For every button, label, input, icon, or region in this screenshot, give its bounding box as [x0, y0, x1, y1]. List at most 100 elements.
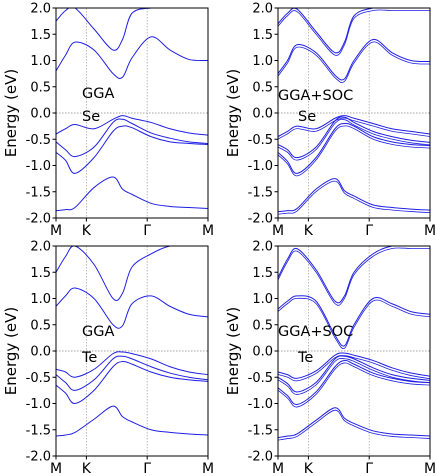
- y-tick-label: 0.5: [252, 80, 273, 95]
- y-tick-label: -1.0: [26, 397, 51, 412]
- band-line-split-1: [278, 180, 430, 215]
- bands: [278, 8, 430, 215]
- y-tick-label: 0.0: [30, 345, 51, 360]
- y-tick-label: 1.0: [30, 54, 51, 69]
- band-line-2: [56, 125, 208, 174]
- x-tick-label: Γ: [143, 461, 151, 476]
- x-tick-label: K: [82, 223, 92, 239]
- band-line-1: [56, 405, 208, 437]
- y-tick-label: -0.5: [26, 133, 51, 148]
- y-axis-label: Energy (eV): [224, 307, 242, 395]
- element-annotation: Te: [297, 350, 313, 366]
- y-tick-label: 0.0: [252, 107, 273, 122]
- band-line-2: [278, 359, 430, 406]
- band-line-4: [56, 115, 208, 136]
- y-axis-label: Energy (eV): [2, 69, 20, 157]
- band-line-3: [278, 116, 430, 159]
- y-axis-label: Energy (eV): [224, 69, 242, 157]
- band-line-1: [278, 407, 430, 439]
- band-line-5: [56, 36, 208, 79]
- y-tick-label: -2.0: [248, 450, 273, 465]
- y-tick-label: 2.0: [30, 240, 51, 255]
- panel-2: -2.0 -1.5 -1.0 -0.5 0.0 0.5 1.0 1.5 2.0 M K Γ M Energ…: [224, 2, 436, 240]
- x-tick-label: M: [424, 461, 436, 476]
- x-tick-label: Γ: [365, 223, 373, 239]
- band-line-1: [56, 176, 208, 212]
- y-tick-label: 2.0: [30, 2, 51, 17]
- band-line-split-6: [278, 247, 430, 306]
- band-line-split-3: [278, 119, 430, 161]
- band-line-3: [278, 355, 430, 393]
- band-line-split-1: [278, 409, 430, 441]
- band-line-5: [278, 295, 430, 347]
- band-line-split-2: [278, 362, 430, 408]
- y-tick-label: 1.0: [252, 54, 273, 69]
- panel-3: -2.0 -1.5 -1.0 -0.5 0.0 0.5 1.0 1.5 2.0 M K Γ M Energ…: [2, 240, 214, 476]
- x-tick-label: K: [82, 461, 92, 476]
- band-line-1: [278, 178, 430, 213]
- element-annotation: Se: [82, 109, 100, 125]
- y-tick-label: 0.5: [30, 318, 51, 333]
- x-tick-label: Γ: [143, 223, 151, 239]
- x-tick-label: Γ: [365, 461, 373, 476]
- panel-4: -2.0 -1.5 -1.0 -0.5 0.0 0.5 1.0 1.5 2.0 M K Γ M Energ…: [224, 240, 436, 476]
- band-line-4: [278, 115, 430, 138]
- y-tick-label: -1.5: [26, 185, 51, 200]
- bands: [56, 246, 208, 437]
- bands: [56, 8, 208, 212]
- method-annotation: GGA+SOC: [278, 88, 353, 104]
- y-tick-label: -2.0: [26, 212, 51, 227]
- band-line-split-4: [278, 355, 430, 382]
- band-line-split-3: [278, 358, 430, 395]
- x-tick-label: M: [272, 223, 284, 239]
- method-annotation: GGA: [82, 86, 114, 102]
- element-annotation: Se: [298, 109, 316, 125]
- band-line-6: [56, 246, 208, 301]
- y-tick-label: 1.5: [30, 266, 51, 281]
- y-tick-label: 1.0: [30, 292, 51, 307]
- y-tick-label: 0.0: [252, 345, 273, 360]
- band-line-5: [56, 287, 208, 329]
- method-annotation: GGA: [82, 324, 114, 340]
- x-tick-label: M: [272, 461, 284, 476]
- band-line-6: [278, 8, 430, 54]
- band-line-5: [278, 38, 430, 81]
- x-tick-label: M: [424, 223, 436, 239]
- band-line-2: [56, 360, 208, 404]
- x-tick-label: M: [50, 461, 62, 476]
- x-tick-label: M: [50, 223, 62, 239]
- bands: [278, 246, 430, 441]
- y-tick-label: 0.0: [30, 107, 51, 122]
- y-axis-label: Energy (eV): [2, 307, 20, 395]
- band-line-3: [56, 118, 208, 158]
- y-tick-label: -1.0: [248, 159, 273, 174]
- band-line-6: [56, 8, 208, 51]
- band-line-3: [56, 355, 208, 391]
- y-tick-label: -0.5: [26, 371, 51, 386]
- band-line-split-5: [278, 41, 430, 83]
- element-annotation: Te: [81, 350, 97, 366]
- y-tick-label: 0.5: [30, 80, 51, 95]
- x-tick-label: K: [304, 223, 314, 239]
- y-tick-label: 2.0: [252, 240, 273, 255]
- y-tick-label: -1.5: [26, 423, 51, 438]
- band-line-split-6: [278, 9, 430, 56]
- y-tick-label: 0.5: [252, 318, 273, 333]
- y-tick-label: -0.5: [248, 133, 273, 148]
- band-line-2: [278, 122, 430, 174]
- band-line-split-2: [278, 125, 430, 177]
- band-line-4: [56, 351, 208, 378]
- y-tick-label: -1.0: [26, 159, 51, 174]
- band-line-split-5: [278, 297, 430, 349]
- y-tick-label: -2.0: [248, 212, 273, 227]
- band-line-split-4: [278, 117, 430, 140]
- band-line-4: [278, 352, 430, 379]
- y-tick-label: 1.5: [252, 28, 273, 43]
- x-tick-label: K: [304, 461, 314, 476]
- panel-1: -2.0 -1.5 -1.0 -0.5 0.0 0.5 1.0 1.5 2.0 M K Γ M Energ…: [2, 2, 214, 240]
- y-tick-label: 1.5: [30, 28, 51, 43]
- y-tick-label: 1.0: [252, 292, 273, 307]
- y-tick-label: 1.5: [252, 266, 273, 281]
- x-tick-label: M: [202, 461, 214, 476]
